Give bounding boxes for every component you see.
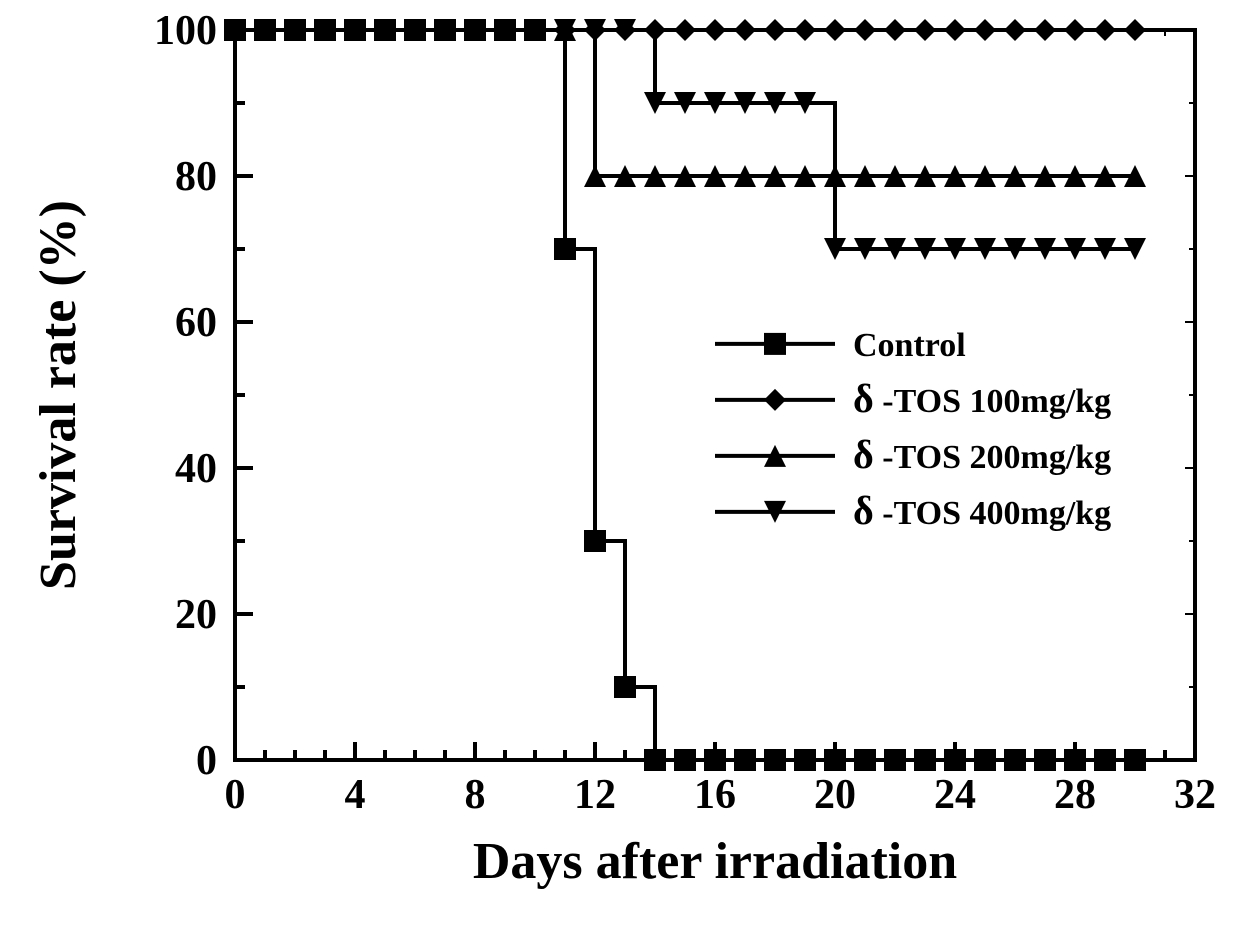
x-tick-label: 8 (465, 772, 486, 818)
y-tick-label: 0 (196, 738, 217, 784)
y-tick-label: 40 (175, 446, 217, 492)
x-tick-label: 4 (345, 772, 366, 818)
legend-label-tos200: δ -TOS 200mg/kg (853, 432, 1111, 477)
legend-label-tos400: δ -TOS 400mg/kg (853, 488, 1111, 533)
x-tick-label: 32 (1174, 772, 1216, 818)
series-tos400 (224, 19, 1146, 260)
y-axis-title: Survival rate (%) (30, 200, 87, 590)
y-tick-label: 60 (175, 300, 217, 346)
y-tick-label: 100 (154, 8, 217, 54)
x-tick-label: 16 (694, 772, 736, 818)
chart-svg: 0 4 8 12 16 20 24 28 32 0 20 40 60 80 100 Days after ir… (0, 0, 1247, 944)
y-tick-label: 20 (175, 592, 217, 638)
x-tick-label: 28 (1054, 772, 1096, 818)
x-tick-label: 0 (225, 772, 246, 818)
survival-chart: 0 4 8 12 16 20 24 28 32 0 20 40 60 80 100 Days after ir… (0, 0, 1247, 944)
x-tick-label: 24 (934, 772, 976, 818)
legend-label-control: Control (853, 327, 966, 364)
x-axis-title: Days after irradiation (473, 833, 957, 890)
y-tick-label: 80 (175, 154, 217, 200)
legend-label-tos100: δ -TOS 100mg/kg (853, 376, 1111, 421)
x-tick-label: 20 (814, 772, 856, 818)
x-tick-label: 12 (574, 772, 616, 818)
legend: Control δ -TOS 100mg/kg δ -TOS 200mg/kg δ -… (715, 327, 1111, 533)
